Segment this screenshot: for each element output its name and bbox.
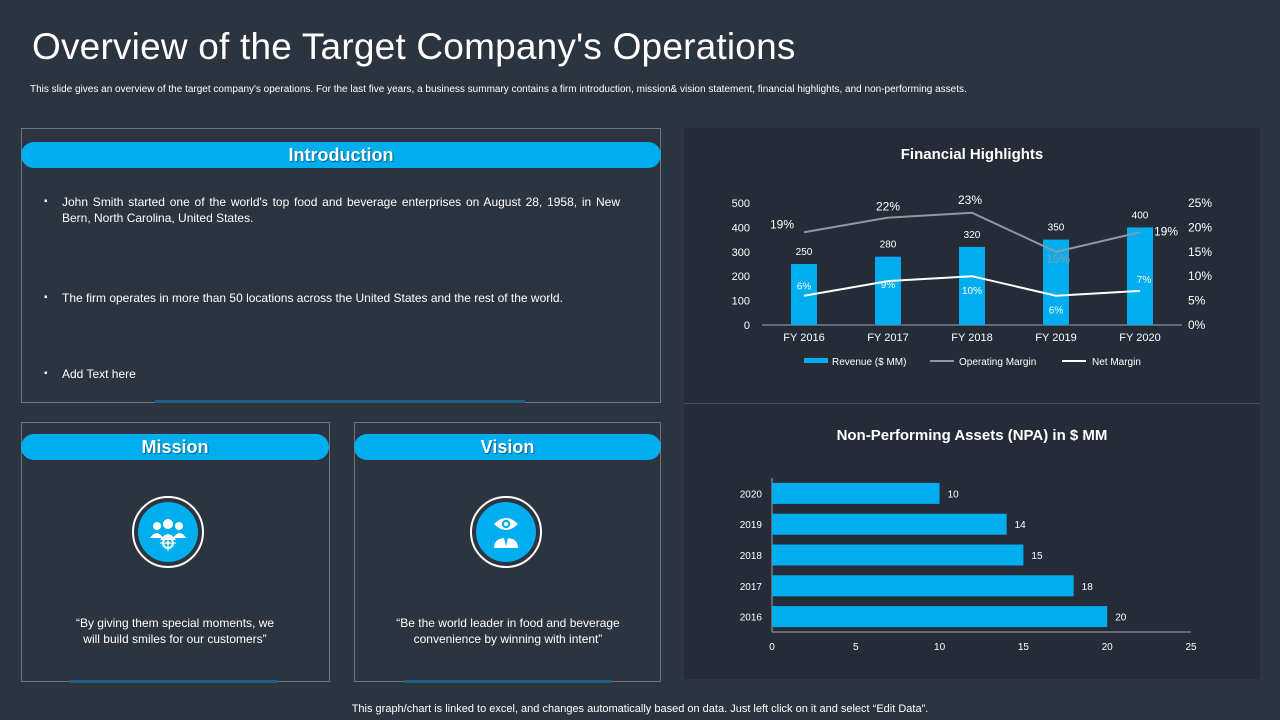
x-tick-label: FY 2016 <box>783 332 824 344</box>
introduction-panel <box>21 128 661 403</box>
y-tick-label: 100 <box>732 296 750 308</box>
npa-bar-label: 18 <box>1082 582 1094 593</box>
team-target-icon <box>138 502 198 562</box>
net-margin-label: 6% <box>797 282 812 293</box>
x-tick-label: FY 2020 <box>1119 332 1160 344</box>
y-tick-label: 400 <box>732 222 750 234</box>
npa-bar-label: 15 <box>1031 551 1043 562</box>
y2-tick-label: 20% <box>1188 220 1212 234</box>
x-tick-label: 10 <box>934 642 946 653</box>
legend-operating-label: Operating Margin <box>959 357 1036 368</box>
operating-margin-label: 19% <box>770 217 794 231</box>
revenue-bar-label: 350 <box>1048 223 1065 234</box>
page-subtitle: This slide gives an overview of the targ… <box>30 84 967 95</box>
legend-net-label: Net Margin <box>1092 357 1141 368</box>
x-tick-label: 15 <box>1018 642 1030 653</box>
intro-bullet-1: John Smith started one of the world's to… <box>44 194 620 226</box>
legend-revenue-label: Revenue ($ MM) <box>832 357 906 368</box>
y-tick-label: 2020 <box>740 489 763 500</box>
y-tick-label: 200 <box>732 271 750 283</box>
vision-quote: “Be the world leader in food and beverag… <box>364 615 652 647</box>
mission-underline <box>70 680 278 683</box>
intro-bullet-3: Add Text here <box>44 366 462 382</box>
introduction-heading: Introduction <box>21 142 661 168</box>
mission-icon-ring <box>132 496 204 568</box>
x-tick-label: FY 2019 <box>1035 332 1076 344</box>
financial-highlights-chart: 0 100 200 300 400 500 0% 5% 10% 15% 20% 25% 250 FY 20… <box>732 193 1213 368</box>
npa-chart: 10 2020 14 2019 15 2018 18 2017 20 2016 0 5 10 15 20 25 <box>740 478 1197 653</box>
npa-bar <box>772 575 1074 597</box>
npa-bar <box>772 606 1108 628</box>
vision-quote-line-2: convenience by winning with intent” <box>413 632 603 646</box>
y2-tick-label: 5% <box>1188 294 1206 308</box>
y-tick-label: 2016 <box>740 613 763 624</box>
npa-chart-title: Non-Performing Assets (NPA) in $ MM <box>836 427 1108 444</box>
revenue-bar-label: 280 <box>880 240 897 251</box>
npa-bar <box>772 544 1024 566</box>
page-title: Overview of the Target Company's Operati… <box>32 26 796 67</box>
y-tick-label: 300 <box>732 247 750 259</box>
x-tick-label: 5 <box>853 642 859 653</box>
net-margin-label: 10% <box>962 286 982 297</box>
y-tick-label: 500 <box>732 198 750 210</box>
mission-heading: Mission <box>21 434 329 460</box>
mission-quote: “By giving them special moments, we will… <box>31 615 319 647</box>
y2-tick-label: 15% <box>1188 245 1212 259</box>
vision-heading: Vision <box>354 434 661 460</box>
net-margin-label: 7% <box>1137 275 1152 286</box>
revenue-bar-label: 400 <box>1132 210 1149 221</box>
y2-tick-label: 25% <box>1188 196 1212 210</box>
operating-margin-label: 19% <box>1154 224 1178 238</box>
npa-bar-label: 14 <box>1015 520 1027 531</box>
mission-quote-line-1: “By giving them special moments, we <box>75 616 275 630</box>
revenue-bar <box>959 246 985 325</box>
operating-margin-label: 23% <box>958 193 982 207</box>
financial-highlights-title: Financial Highlights <box>900 146 1044 163</box>
npa-bar-label: 20 <box>1115 613 1127 624</box>
x-tick-label: 25 <box>1185 642 1197 653</box>
mission-quote-line-2: will build smiles for our customers” <box>83 632 267 646</box>
legend-revenue-swatch <box>804 358 828 363</box>
net-margin-line <box>803 275 1141 297</box>
revenue-bar-label: 320 <box>964 230 981 241</box>
vision-quote-line-1: “Be the world leader in food and beverag… <box>396 616 620 630</box>
vision-icon-ring <box>470 496 542 568</box>
y-tick-label: 2019 <box>740 520 763 531</box>
introduction-underline <box>155 400 525 403</box>
x-tick-label: FY 2018 <box>951 332 992 344</box>
revenue-bar <box>875 256 901 325</box>
x-tick-label: 0 <box>769 642 775 653</box>
y-tick-label: 2018 <box>740 551 763 562</box>
y2-tick-label: 10% <box>1188 269 1212 283</box>
eye-person-icon <box>476 502 536 562</box>
npa-bar-label: 10 <box>948 489 960 500</box>
revenue-bar-label: 250 <box>796 247 813 258</box>
npa-bar <box>772 482 940 504</box>
intro-bullet-2: The firm operates in more than 50 locati… <box>44 290 642 306</box>
revenue-bar <box>1127 227 1153 325</box>
vision-underline <box>404 680 612 683</box>
charts-divider <box>684 403 1260 404</box>
x-tick-label: FY 2017 <box>867 332 908 344</box>
operating-margin-line <box>803 211 1141 253</box>
y-tick-label: 0 <box>744 320 750 332</box>
operating-margin-label: 22% <box>876 200 900 214</box>
y2-tick-label: 0% <box>1188 318 1206 332</box>
y-tick-label: 2017 <box>740 582 763 593</box>
operating-margin-label: 15% <box>1046 252 1070 266</box>
npa-bar <box>772 513 1007 535</box>
net-margin-label: 9% <box>881 280 896 291</box>
net-margin-label: 6% <box>1049 306 1064 317</box>
revenue-bar <box>1043 239 1069 325</box>
footer-note: This graph/chart is linked to excel, and… <box>351 703 929 715</box>
x-tick-label: 20 <box>1102 642 1114 653</box>
